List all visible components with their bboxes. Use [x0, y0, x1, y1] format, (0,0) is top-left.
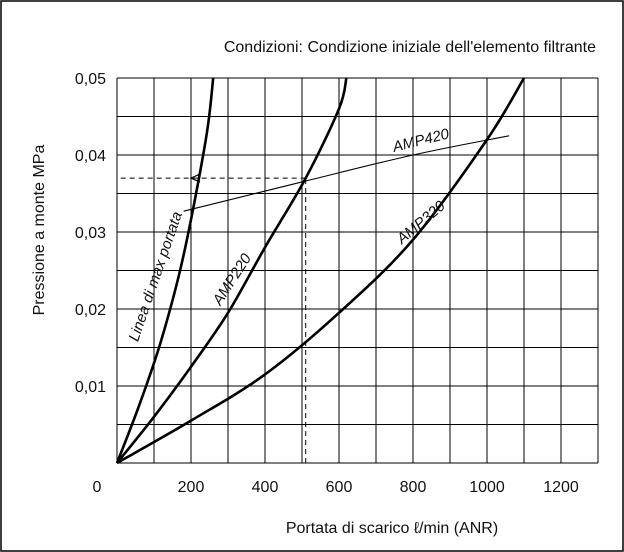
- ticks: 0 200 400 600 800 1000 1200 0,01 0,02 0,03 0,04 0,0…: [75, 71, 579, 496]
- series-label: AMP320: [393, 197, 449, 248]
- x-tick-label: 400: [252, 479, 279, 496]
- series-label: AMP420: [390, 125, 452, 156]
- y-tick-label: 0,02: [75, 302, 106, 319]
- x-tick-label: 0: [93, 479, 102, 496]
- series-label: Linea di max portata: [126, 210, 186, 344]
- chart-title: Condizioni: Condizione iniziale dell'ele…: [224, 39, 596, 56]
- series-line-amp420: [116, 77, 526, 465]
- max-flow-line: [183, 135, 510, 212]
- series-line-amp220: [115, 77, 215, 464]
- x-axis-label: Portata di scarico ℓ/min (ANR): [286, 520, 498, 537]
- y-tick-label: 0,03: [75, 225, 106, 242]
- x-tick-label: 1000: [469, 479, 505, 496]
- grid: [116, 77, 599, 464]
- series-line-amp320: [115, 77, 348, 464]
- guide-arrowhead: [189, 173, 201, 183]
- x-tick-label: 200: [178, 479, 205, 496]
- y-tick-label: 0,01: [75, 379, 106, 396]
- y-axis-label: Pressione a monte MPa: [31, 145, 48, 316]
- x-tick-label: 1200: [543, 479, 579, 496]
- x-tick-label: 800: [400, 479, 427, 496]
- y-tick-label: 0,04: [75, 148, 106, 165]
- x-tick-label: 600: [326, 479, 353, 496]
- y-tick-label: 0,05: [75, 71, 106, 88]
